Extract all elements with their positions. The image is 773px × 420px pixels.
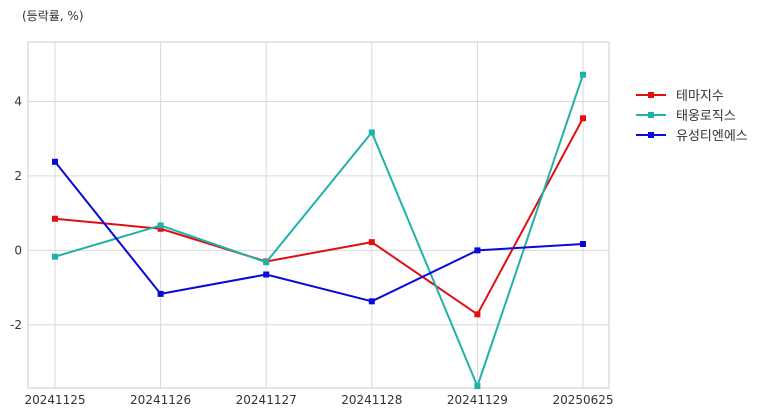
x-tick-label: 20241127 — [236, 393, 297, 407]
data-point-marker — [368, 298, 375, 305]
data-point-marker — [474, 311, 481, 318]
grid — [28, 42, 609, 388]
data-point-marker — [52, 158, 58, 165]
series-line — [54, 74, 584, 388]
x-tick-label: 20241126 — [130, 393, 191, 407]
data-point-marker — [474, 383, 481, 390]
legend-label: 태웅로직스 — [676, 109, 736, 124]
legend-label: 유성티엔에스 — [676, 129, 748, 144]
legend-marker-icon — [648, 92, 654, 98]
data-point-marker — [580, 71, 586, 78]
legend-item: 태웅로직스 — [636, 109, 736, 124]
data-point-marker — [368, 129, 375, 136]
data-point-marker — [368, 239, 375, 246]
y-tick-label: 0 — [14, 243, 22, 257]
data-point-marker — [263, 259, 270, 266]
data-point-marker — [157, 222, 164, 229]
x-tick-label: 20241128 — [341, 393, 402, 407]
data-point-marker — [157, 290, 164, 297]
y-tick-label: 2 — [14, 169, 22, 183]
series-line — [54, 117, 584, 316]
legend-item: 테마지수 — [636, 89, 724, 104]
data-point-marker — [474, 247, 481, 254]
data-point-marker — [263, 271, 270, 278]
legend-marker-icon — [648, 112, 654, 118]
legend-label: 테마지수 — [676, 89, 724, 104]
legend-marker-icon — [648, 132, 654, 138]
x-tick-label: 20241125 — [24, 393, 85, 407]
x-tick-label: 20241129 — [447, 393, 508, 407]
series-2 — [52, 71, 586, 390]
data-point-marker — [580, 241, 586, 248]
data-point-marker — [52, 253, 58, 260]
series-group — [52, 71, 586, 390]
series-line — [54, 161, 584, 303]
plot-frame — [27, 41, 610, 389]
legend-item: 유성티엔에스 — [636, 129, 748, 144]
y-tick-label: -2 — [10, 318, 22, 332]
data-point-marker — [157, 225, 164, 232]
unit-label: (등락률, %) — [22, 9, 84, 23]
data-point-marker — [580, 115, 586, 122]
data-point-marker — [52, 215, 58, 222]
series-3 — [52, 158, 586, 305]
x-tick-label: 20250625 — [552, 393, 613, 407]
tick-labels: -2 0 2 4 20241125 20241126 20241127 20241128 202… — [10, 95, 614, 407]
y-tick-label: 4 — [14, 95, 22, 109]
